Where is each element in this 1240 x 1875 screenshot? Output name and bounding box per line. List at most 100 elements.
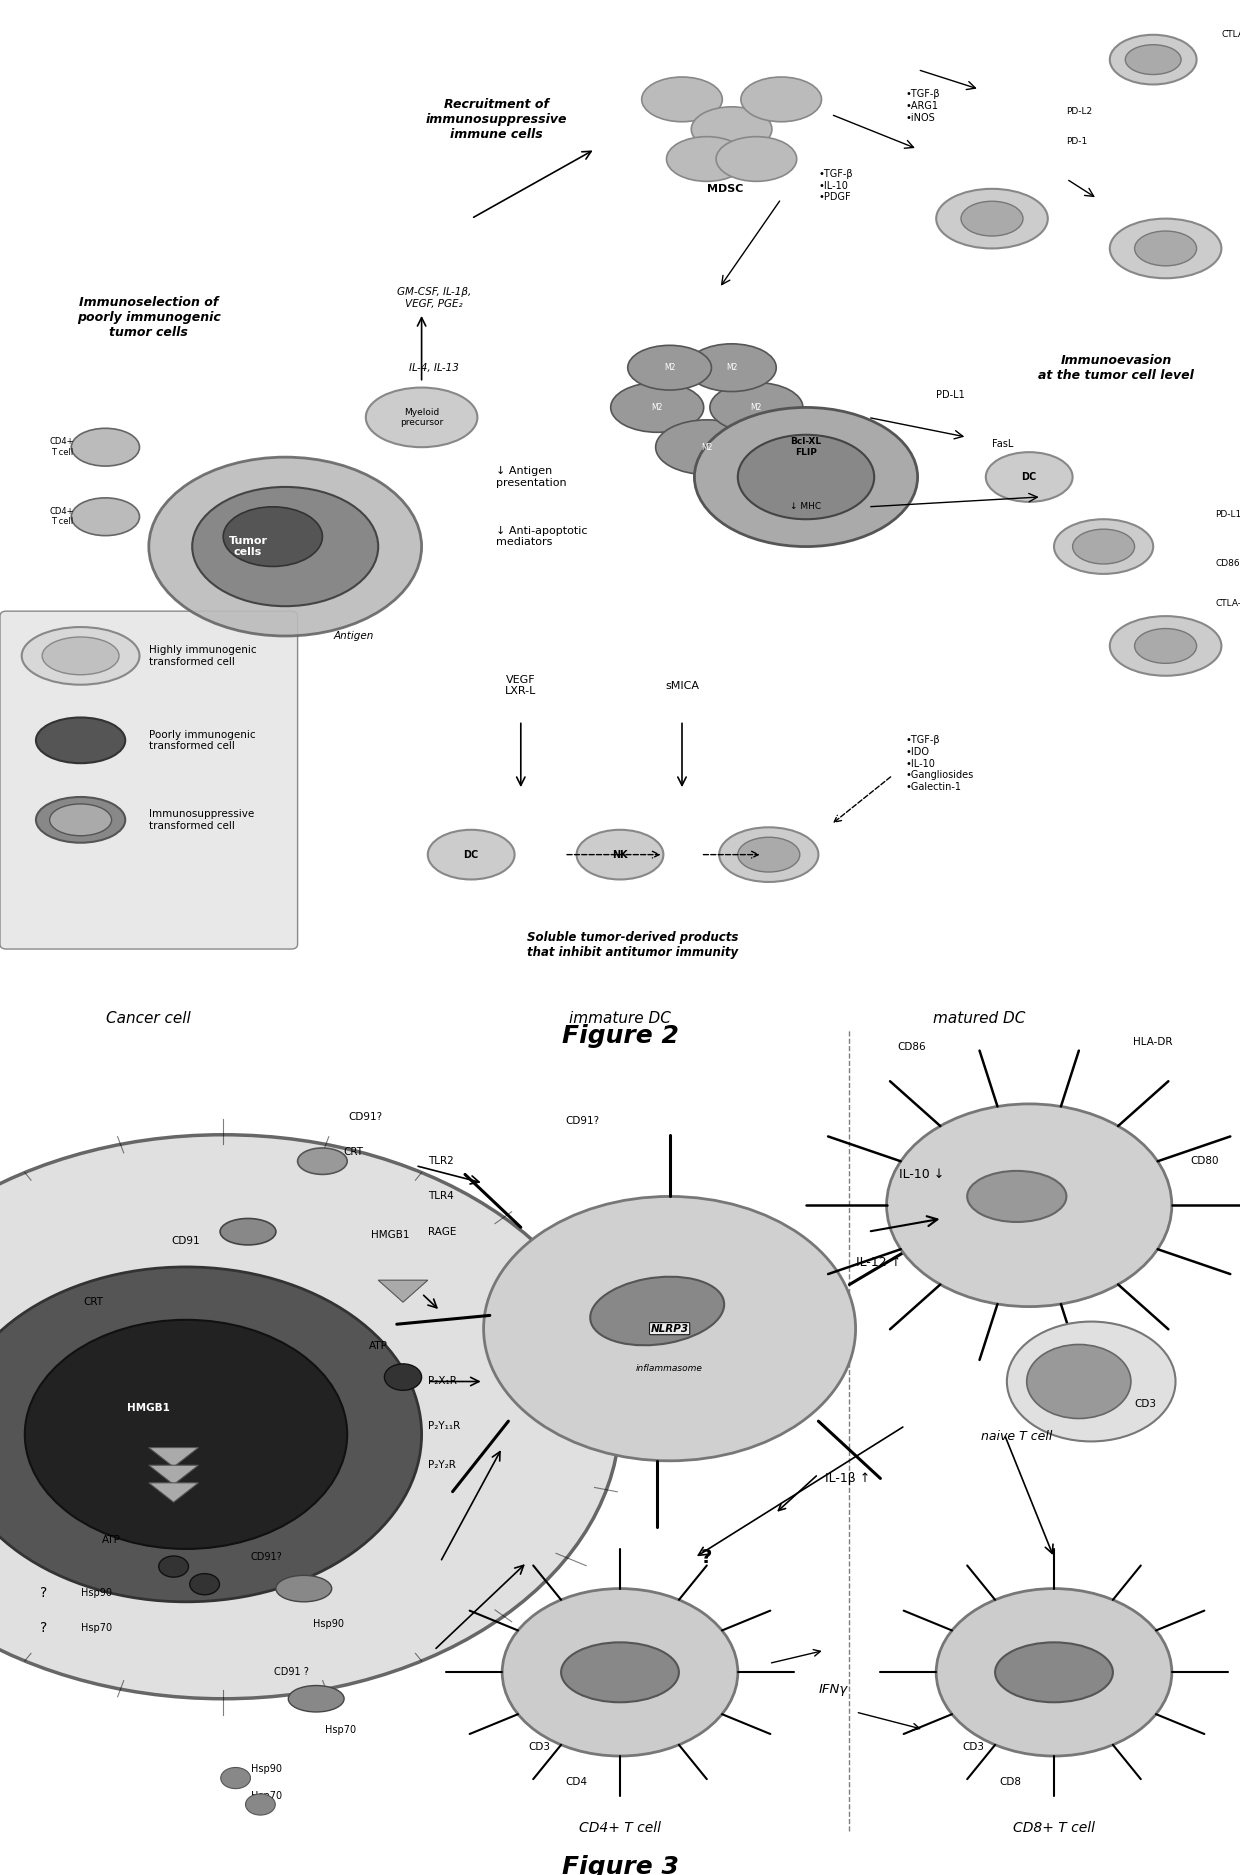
Ellipse shape <box>36 797 125 842</box>
Text: CD8+
T cell: CD8+ T cell <box>1153 636 1178 656</box>
Text: CD8+
T cell: CD8+ T cell <box>756 846 781 864</box>
Text: DC: DC <box>1022 472 1037 482</box>
Text: CD91?: CD91? <box>348 1112 383 1121</box>
Text: DC: DC <box>464 849 479 859</box>
Text: inflammasome: inflammasome <box>636 1363 703 1372</box>
Text: Bcl-XL
FLIP: Bcl-XL FLIP <box>790 437 822 457</box>
Text: CD8+ T cell: CD8+ T cell <box>1013 1821 1095 1836</box>
Circle shape <box>246 1794 275 1815</box>
Ellipse shape <box>366 388 477 446</box>
Circle shape <box>159 1556 188 1577</box>
Ellipse shape <box>560 1642 680 1702</box>
Text: CD4+
T cell: CD4+ T cell <box>50 437 74 457</box>
Ellipse shape <box>667 137 746 182</box>
Circle shape <box>384 1363 422 1389</box>
Text: Immunoevasion
at the tumor cell level: Immunoevasion at the tumor cell level <box>1038 354 1194 382</box>
Text: HLA-DR: HLA-DR <box>1133 1037 1173 1048</box>
Text: CRT: CRT <box>83 1298 103 1307</box>
Ellipse shape <box>22 626 139 684</box>
Text: TLR2: TLR2 <box>428 1157 454 1166</box>
Text: CD8+
T cell: CD8+ T cell <box>1091 536 1116 557</box>
Ellipse shape <box>967 1170 1066 1222</box>
Ellipse shape <box>1110 219 1221 278</box>
Text: IL-1β ↑: IL-1β ↑ <box>825 1472 869 1485</box>
Ellipse shape <box>149 458 422 636</box>
Ellipse shape <box>986 452 1073 503</box>
Text: MDSC: MDSC <box>707 184 744 193</box>
Text: ATP: ATP <box>102 1536 122 1545</box>
Text: immature DC: immature DC <box>569 1011 671 1026</box>
Text: GM-CSF, IL-1β,
VEGF, PGE₂: GM-CSF, IL-1β, VEGF, PGE₂ <box>397 287 471 309</box>
Text: ?: ? <box>40 1586 47 1599</box>
Ellipse shape <box>738 435 874 519</box>
Text: CD3: CD3 <box>962 1742 985 1753</box>
Text: Recruitment of
immunosuppressive
immune cells: Recruitment of immunosuppressive immune … <box>425 98 567 141</box>
Ellipse shape <box>994 1642 1114 1702</box>
Circle shape <box>0 1268 422 1601</box>
Text: M2: M2 <box>663 364 676 371</box>
Text: CD91?: CD91? <box>250 1552 283 1562</box>
Text: CD3: CD3 <box>528 1742 551 1753</box>
Text: CD80: CD80 <box>1190 1157 1219 1166</box>
Ellipse shape <box>71 428 139 467</box>
Ellipse shape <box>1135 628 1197 664</box>
Text: Hsp90: Hsp90 <box>250 1764 281 1774</box>
Text: Cancer cell: Cancer cell <box>107 1011 191 1026</box>
Circle shape <box>1027 1344 1131 1419</box>
Ellipse shape <box>192 488 378 606</box>
Text: CRT: CRT <box>343 1148 363 1157</box>
Text: Myeloid
precursor: Myeloid precursor <box>401 407 443 428</box>
Text: ATP: ATP <box>368 1341 388 1350</box>
Text: Immunosuppressive
transformed cell: Immunosuppressive transformed cell <box>149 808 254 831</box>
Text: P₂Y₂R: P₂Y₂R <box>428 1461 455 1470</box>
Ellipse shape <box>428 831 515 879</box>
Ellipse shape <box>36 718 125 763</box>
Text: CD4+
T cell: CD4+ T cell <box>980 208 1004 229</box>
Text: CD4+
T cell: CD4+ T cell <box>50 506 74 527</box>
Ellipse shape <box>590 1277 724 1344</box>
Ellipse shape <box>610 382 703 433</box>
Text: ↓ Antigen
presentation: ↓ Antigen presentation <box>496 467 567 488</box>
Text: CD8+
T cell: CD8+ T cell <box>1153 238 1178 259</box>
Text: PD-1: PD-1 <box>1066 137 1087 146</box>
Text: •TGF-β
•IL-10
•PDGF: •TGF-β •IL-10 •PDGF <box>818 169 853 202</box>
Text: IFNγ: IFNγ <box>818 1684 848 1697</box>
Text: ↓ Anti-apoptotic
mediators: ↓ Anti-apoptotic mediators <box>496 525 588 547</box>
Text: Poorly immunogenic
transformed cell: Poorly immunogenic transformed cell <box>149 729 255 752</box>
Text: •TGF-β
•ARG1
•iNOS: •TGF-β •ARG1 •iNOS <box>905 90 940 122</box>
Ellipse shape <box>694 407 918 548</box>
Ellipse shape <box>936 189 1048 248</box>
Text: Soluble tumor-derived products
that inhibit antitumor immunity: Soluble tumor-derived products that inhi… <box>527 932 738 958</box>
Text: Hsp70: Hsp70 <box>81 1624 112 1633</box>
Text: HMGB1: HMGB1 <box>128 1402 170 1414</box>
Text: •TGF-β
•IDO
•IL-10
•Gangliosides
•Galectin-1: •TGF-β •IDO •IL-10 •Gangliosides •Galect… <box>905 735 973 791</box>
Ellipse shape <box>1126 45 1182 75</box>
Text: PD-L1: PD-L1 <box>936 390 965 399</box>
FancyBboxPatch shape <box>0 611 298 949</box>
Circle shape <box>221 1768 250 1789</box>
Polygon shape <box>149 1483 198 1502</box>
Ellipse shape <box>277 1575 332 1601</box>
Text: M2: M2 <box>651 403 663 412</box>
Text: Figure 2: Figure 2 <box>562 1024 678 1048</box>
Text: Hsp90: Hsp90 <box>81 1588 112 1598</box>
Circle shape <box>936 1588 1172 1757</box>
Circle shape <box>887 1104 1172 1307</box>
Ellipse shape <box>1054 519 1153 574</box>
Polygon shape <box>149 1448 198 1466</box>
Ellipse shape <box>577 831 663 879</box>
Text: Figure 3: Figure 3 <box>562 1856 678 1875</box>
Circle shape <box>1007 1322 1176 1442</box>
Polygon shape <box>378 1281 428 1301</box>
Circle shape <box>25 1320 347 1549</box>
Ellipse shape <box>1073 529 1135 564</box>
Ellipse shape <box>692 107 771 152</box>
Text: CD91?: CD91? <box>565 1116 600 1125</box>
Text: CD4+ T cell: CD4+ T cell <box>579 1821 661 1836</box>
Text: naive T cell: naive T cell <box>981 1431 1053 1444</box>
Text: CD86: CD86 <box>1215 559 1240 568</box>
Text: P₂Y₁₁R: P₂Y₁₁R <box>428 1421 460 1431</box>
Text: CTLA-4: CTLA-4 <box>1215 600 1240 608</box>
Text: FasL: FasL <box>992 439 1013 450</box>
Text: CD8: CD8 <box>999 1778 1022 1787</box>
